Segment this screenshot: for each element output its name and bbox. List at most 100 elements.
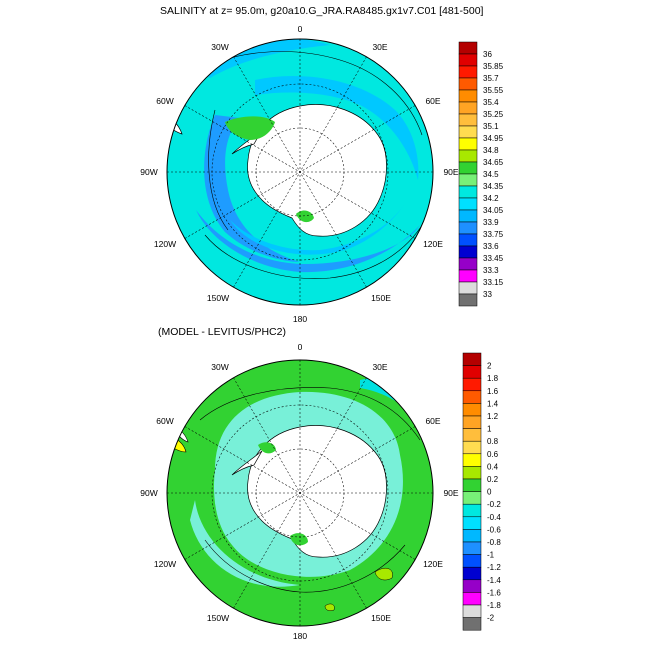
top-colorbar-box-12: [458, 185, 478, 199]
top-lon-label-120w: 120W: [154, 239, 176, 249]
bottom-lon-label-150e: 150E: [371, 613, 391, 623]
bottom-colorbar-box-8: [462, 453, 482, 467]
bottom-colorbar-box-18: [462, 579, 482, 593]
bottom-colorbar-label-8: 0.4: [487, 462, 499, 471]
top-colorbar-label-12: 34.2: [483, 194, 499, 203]
bottom-colorbar-box-4: [462, 403, 482, 417]
top-lon-label-0: 0: [298, 24, 303, 34]
bottom-title: (MODEL - LEVITUS/PHC2): [158, 326, 286, 338]
top-colorbar-box-0: [458, 41, 478, 55]
bottom-colorbar-box-3: [462, 390, 482, 404]
bottom-colorbar-box-6: [462, 428, 482, 442]
top-colorbar-box-19: [458, 269, 478, 283]
top-lon-label-90w: 90W: [140, 167, 157, 177]
bottom-colorbar-label-18: -1.6: [487, 588, 501, 597]
top-colorbar-box-13: [458, 197, 478, 211]
top-colorbar-label-10: 34.5: [483, 170, 499, 179]
bottom-colorbar-label-17: -1.4: [487, 576, 501, 585]
bottom-colorbar-label-12: -0.4: [487, 513, 501, 522]
top-colorbar-label-6: 35.1: [483, 122, 499, 131]
bottom-colorbar-label-6: 0.8: [487, 437, 499, 446]
bottom-colorbar-box-0: [462, 352, 482, 366]
top-colorbar-label-8: 34.8: [483, 146, 499, 155]
top-lon-label-60e: 60E: [425, 96, 440, 106]
bottom-colorbar-box-12: [462, 503, 482, 518]
bottom-colorbar-box-19: [462, 592, 482, 606]
top-colorbar-label-11: 34.35: [483, 182, 504, 191]
top-colorbar-box-14: [458, 209, 478, 223]
bottom-lon-label-30e: 30E: [372, 362, 387, 372]
bottom-weddell-green-patch: [258, 442, 276, 454]
top-colorbar-label-2: 35.7: [483, 74, 499, 83]
bottom-map: [166, 359, 434, 627]
top-ross-green-patch: [296, 210, 314, 223]
top-weddell-green-patch: [225, 116, 275, 140]
top-salinity-band-north: [255, 75, 419, 180]
bottom-anomaly-pacific: [190, 500, 300, 587]
bottom-colorbar-box-5: [462, 415, 482, 429]
top-salinity-band-ross: [230, 195, 410, 255]
bottom-colorbar-label-10: 0: [487, 488, 492, 497]
bottom-lon-label-60w: 60W: [156, 416, 173, 426]
top-colorbar-box-9: [458, 149, 478, 163]
bottom-colorbar-label-7: 0.6: [487, 450, 499, 459]
bottom-colorbar-label-13: -0.6: [487, 525, 501, 534]
top-salinity-band-west: [204, 115, 300, 262]
bottom-colorbar: 2 1.8 1.6 1.4 1.2 1 0.8 0.6 0.4 0.2 0 -0.2 -0.4 -0.6 -…: [462, 352, 501, 631]
bottom-colorbar-box-1: [462, 365, 482, 379]
top-colorbar-label-3: 35.55: [483, 86, 504, 95]
bottom-colorbar-label-14: -0.8: [487, 538, 501, 547]
bottom-colorbar-label-3: 1.4: [487, 399, 499, 408]
bottom-colorbar-box-9: [462, 466, 482, 480]
bottom-lon-label-60e: 60E: [425, 416, 440, 426]
top-lon-label-150w: 150W: [207, 293, 229, 303]
top-colorbar-label-20: 33: [483, 290, 492, 299]
bottom-colorbar-label-20: -2: [487, 614, 495, 623]
top-lon-label-90e: 90E: [443, 167, 458, 177]
top-colorbar-box-4: [458, 89, 478, 103]
top-colorbar-box-18: [458, 257, 478, 271]
top-colorbar-label-4: 35.4: [483, 98, 499, 107]
bottom-colorbar-box-20: [462, 604, 482, 618]
top-salinity-band-deep: [196, 210, 420, 273]
bottom-lon-label-0: 0: [298, 342, 303, 352]
top-colorbar-box-2: [458, 65, 478, 79]
top-colorbar: 36 35.85 35.7 35.55 35.4 35.25 35.1 34.95 34.8 34…: [458, 41, 504, 307]
bottom-colorbar-label-1: 1.8: [487, 374, 499, 383]
bottom-colorbar-box-14: [462, 529, 482, 543]
top-colorbar-box-8: [458, 137, 478, 151]
top-title: SALINITY at z= 95.0m, g20a10.G_JRA.RA848…: [160, 5, 484, 17]
bottom-colorbar-label-9: 0.2: [487, 475, 499, 484]
top-colorbar-box-16: [458, 233, 478, 247]
top-colorbar-box-5: [458, 101, 478, 115]
bottom-colorbar-label-4: 1.2: [487, 412, 499, 421]
top-colorbar-label-16: 33.6: [483, 242, 499, 251]
bottom-colorbar-box-16: [462, 554, 482, 568]
bottom-colorbar-label-5: 1: [487, 425, 492, 434]
bottom-lon-label-90e: 90E: [443, 488, 458, 498]
bottom-colorbar-label-15: -1: [487, 551, 495, 560]
bottom-lon-label-90w: 90W: [140, 488, 157, 498]
bottom-colorbar-box-11: [462, 491, 482, 505]
top-lon-label-30w: 30W: [211, 42, 228, 52]
top-colorbar-box-11: [458, 173, 478, 187]
bottom-colorbar-label-19: -1.8: [487, 601, 501, 610]
bottom-colorbar-box-10: [462, 478, 482, 492]
top-colorbar-box-3: [458, 77, 478, 91]
bottom-colorbar-label-0: 2: [487, 362, 492, 371]
top-colorbar-box-7: [458, 125, 478, 139]
bottom-colorbar-box-21: [462, 617, 482, 631]
bottom-lon-label-120e: 120E: [423, 559, 443, 569]
top-colorbar-label-17: 33.45: [483, 254, 504, 263]
top-lon-label-60w: 60W: [156, 96, 173, 106]
top-colorbar-box-10: [458, 161, 478, 175]
bottom-colorbar-label-2: 1.6: [487, 387, 499, 396]
bottom-colorbar-box-17: [462, 566, 482, 581]
top-colorbar-label-13: 34.05: [483, 206, 504, 215]
top-colorbar-label-1: 35.85: [483, 62, 504, 71]
top-colorbar-label-15: 33.75: [483, 230, 504, 239]
bottom-colorbar-box-7: [462, 440, 482, 455]
top-colorbar-box-15: [458, 221, 478, 235]
bottom-colorbar-label-16: -1.2: [487, 563, 501, 572]
